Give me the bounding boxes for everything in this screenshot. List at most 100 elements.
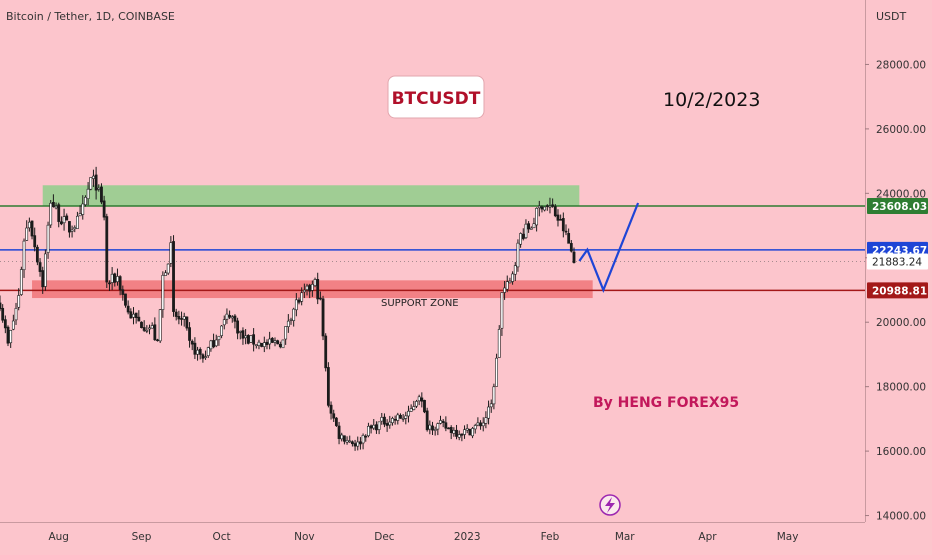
lightning-icon[interactable]: [599, 494, 621, 516]
candle-body: [140, 321, 143, 329]
candle-body: [297, 299, 301, 303]
candle-body: [417, 396, 421, 402]
candle-body: [543, 206, 547, 211]
candle-body: [396, 414, 400, 421]
time-tick-label: Apr: [698, 531, 717, 543]
candle-body: [281, 339, 285, 349]
candle-body: [108, 282, 111, 285]
candle-body: [420, 397, 424, 402]
price-tick-label: 14000.00: [876, 511, 926, 523]
candle-body: [51, 202, 55, 207]
candle-body: [500, 292, 504, 329]
candle-body: [62, 216, 66, 224]
candle-body: [364, 435, 368, 438]
candle-body: [174, 311, 178, 317]
candle-body: [548, 205, 552, 208]
candle-body: [444, 422, 448, 429]
candle-body: [372, 424, 376, 429]
date-annotation: 10/2/2023: [663, 89, 760, 111]
price-tick-label: 18000.00: [876, 382, 926, 394]
candle-body: [217, 335, 221, 340]
candle-body: [273, 340, 277, 343]
candle-body: [305, 285, 309, 290]
candle-body: [487, 406, 490, 419]
candle-body: [278, 343, 282, 348]
candle-body: [468, 429, 472, 436]
candle-body: [302, 289, 306, 293]
price-tick-label: 16000.00: [876, 446, 926, 458]
candle-body: [532, 223, 536, 229]
candle-body: [161, 274, 165, 310]
candle-body: [359, 441, 362, 445]
candle-body: [134, 312, 138, 318]
time-tick-label: May: [777, 531, 799, 543]
candle-body: [516, 242, 520, 268]
candle-body: [391, 418, 394, 424]
price-axis[interactable]: 14000.0016000.0018000.0020000.0022000.00…: [865, 59, 926, 523]
level-label: 23608.03: [872, 201, 927, 213]
symbol-title[interactable]: Bitcoin / Tether, 1D, COINBASE: [6, 10, 175, 23]
candle-body: [121, 289, 125, 295]
candle-body: [361, 435, 365, 444]
candle-body: [246, 335, 250, 344]
candle-body: [460, 433, 464, 436]
candle-body: [375, 424, 378, 431]
candle-body: [481, 422, 485, 427]
candle-body: [326, 367, 330, 406]
time-tick-label: Nov: [294, 531, 315, 543]
candle-body: [132, 313, 135, 318]
time-tick-label: Mar: [615, 531, 635, 543]
candle-body: [388, 421, 392, 426]
candle-body: [524, 223, 528, 238]
candle-body: [294, 299, 298, 311]
candle-body: [300, 292, 304, 302]
candle-body: [78, 213, 82, 217]
resistance-zone: [42, 185, 580, 207]
candle-body: [110, 273, 114, 283]
candle-body: [43, 253, 47, 287]
candle-body: [105, 216, 109, 283]
candle-body: [334, 417, 338, 426]
candle-body: [484, 417, 488, 424]
candle-body: [521, 233, 525, 240]
time-axis[interactable]: Aug Sep Oct Nov Dec 2023 Feb Mar Apr May: [48, 531, 798, 543]
candle-body: [564, 230, 568, 233]
candle-body: [228, 315, 231, 318]
candle-body: [318, 297, 322, 300]
candle-body: [286, 320, 290, 327]
candle-body: [428, 424, 432, 430]
candle-body: [561, 218, 565, 232]
candle-body: [68, 221, 71, 233]
candle-body: [148, 327, 151, 330]
candle-body: [150, 325, 154, 329]
candle-body: [76, 215, 79, 229]
time-tick-label: Dec: [374, 531, 395, 543]
candle-body: [113, 273, 117, 283]
candle-body: [3, 319, 7, 329]
candle-body: [399, 414, 402, 419]
candle-body: [455, 429, 458, 437]
candle-body: [404, 415, 408, 419]
candle-body: [73, 227, 77, 230]
candle-body: [324, 335, 328, 369]
candle-body: [252, 334, 256, 345]
candle-body: [190, 340, 194, 345]
candle-body: [193, 342, 197, 355]
candle-body: [185, 316, 189, 329]
levels-layer: [0, 205, 865, 292]
candle-body: [425, 410, 429, 431]
candle-body: [196, 349, 199, 355]
price-tick-label: 24000.00: [876, 188, 926, 200]
candle-body: [145, 330, 149, 332]
candle-body: [214, 339, 218, 347]
level-label: 20988.81: [872, 285, 927, 297]
candle-body: [225, 313, 229, 320]
candle-body: [519, 233, 523, 245]
candles-layer: [0, 166, 576, 451]
candle-body: [57, 204, 61, 222]
candle-body: [254, 344, 258, 347]
level-label-bg: [867, 253, 928, 270]
candle-body: [553, 206, 557, 217]
